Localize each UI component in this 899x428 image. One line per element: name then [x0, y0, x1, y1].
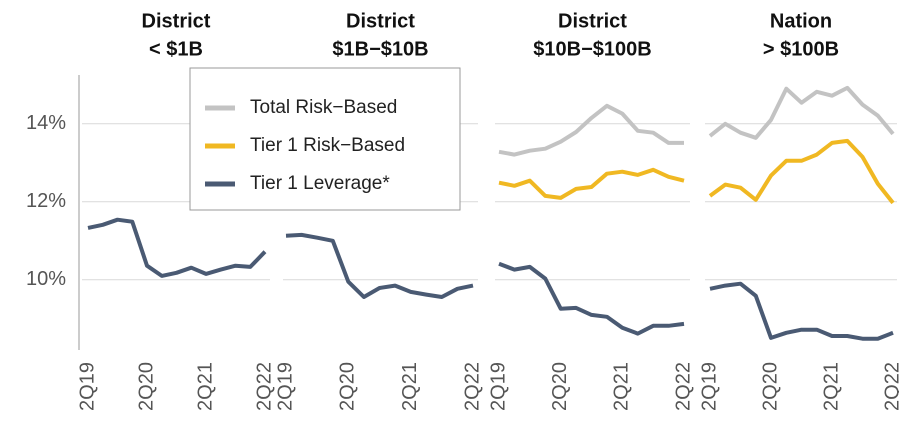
x-tick-label: 2Q20 — [337, 362, 359, 411]
panel-title: > $100B — [763, 38, 839, 60]
x-tick-label: 2Q22 — [881, 362, 899, 411]
series-line — [708, 138, 895, 205]
legend-label: Total Risk−Based — [250, 97, 397, 118]
x-tick-label: 2Q22 — [253, 362, 275, 411]
y-tick-label: 10% — [26, 268, 66, 290]
x-tick-label: 2Q19 — [76, 362, 98, 411]
x-tick-label: 2Q22 — [672, 362, 694, 411]
panel-title: District — [346, 10, 415, 32]
x-tick-label: 2Q20 — [549, 362, 571, 411]
legend-label: Tier 1 Risk−Based — [250, 135, 405, 156]
x-tick-label: 2Q21 — [820, 362, 842, 411]
x-tick-label: 2Q20 — [135, 362, 157, 411]
panel-title: $10B−$100B — [533, 38, 651, 60]
series-line — [498, 103, 684, 157]
x-tick-label: 2Q19 — [698, 362, 720, 411]
y-tick-label: 14% — [26, 112, 66, 134]
panel-title: District — [142, 10, 211, 32]
series-line — [709, 281, 894, 341]
panel-title: District — [558, 10, 627, 32]
series-line — [498, 167, 685, 200]
x-tick-label: 2Q21 — [399, 362, 421, 411]
series-line — [498, 261, 685, 336]
legend-label: Tier 1 Leverage* — [250, 173, 390, 194]
series-line — [87, 217, 267, 278]
x-tick-label: 2Q19 — [274, 362, 296, 411]
y-tick-label: 12% — [26, 190, 66, 212]
panel-title: $1B−$10B — [332, 38, 428, 60]
x-tick-label: 2Q20 — [759, 362, 781, 411]
x-tick-label: 2Q21 — [194, 362, 216, 411]
x-tick-label: 2Q19 — [487, 362, 509, 411]
x-tick-label: 2Q22 — [461, 362, 483, 411]
series-line — [285, 232, 474, 299]
panel-title: < $1B — [149, 38, 203, 60]
series-line — [708, 85, 895, 140]
panel-title: Nation — [770, 10, 832, 32]
x-tick-label: 2Q21 — [611, 362, 633, 411]
